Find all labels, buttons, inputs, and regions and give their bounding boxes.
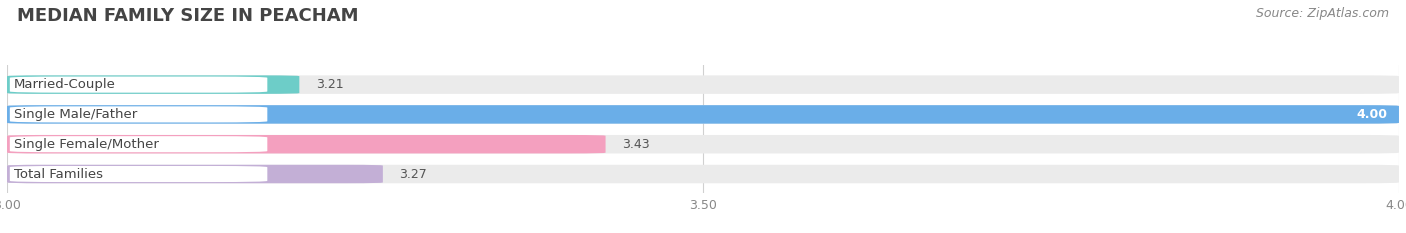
FancyBboxPatch shape — [7, 165, 382, 183]
FancyBboxPatch shape — [7, 75, 299, 94]
FancyBboxPatch shape — [7, 105, 1399, 124]
Text: 3.43: 3.43 — [623, 138, 650, 151]
FancyBboxPatch shape — [7, 135, 606, 154]
Text: Source: ZipAtlas.com: Source: ZipAtlas.com — [1256, 7, 1389, 20]
FancyBboxPatch shape — [10, 136, 267, 152]
Text: Married-Couple: Married-Couple — [14, 78, 115, 91]
Text: Total Families: Total Families — [14, 168, 103, 181]
Text: MEDIAN FAMILY SIZE IN PEACHAM: MEDIAN FAMILY SIZE IN PEACHAM — [17, 7, 359, 25]
FancyBboxPatch shape — [7, 75, 1399, 94]
FancyBboxPatch shape — [7, 135, 1399, 154]
Text: Single Male/Father: Single Male/Father — [14, 108, 138, 121]
FancyBboxPatch shape — [10, 166, 267, 182]
FancyBboxPatch shape — [7, 105, 1399, 124]
Text: 3.21: 3.21 — [316, 78, 343, 91]
Text: 4.00: 4.00 — [1357, 108, 1388, 121]
FancyBboxPatch shape — [7, 165, 1399, 183]
Text: 3.27: 3.27 — [399, 168, 427, 181]
FancyBboxPatch shape — [10, 106, 267, 123]
FancyBboxPatch shape — [10, 77, 267, 93]
Text: Single Female/Mother: Single Female/Mother — [14, 138, 159, 151]
